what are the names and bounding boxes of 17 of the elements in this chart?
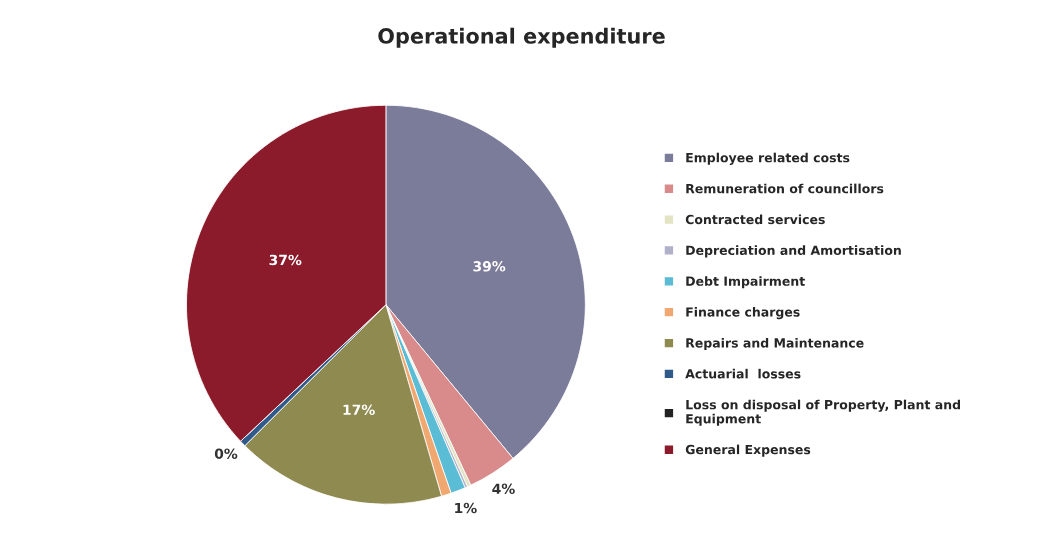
legend-label: Debt Impairment xyxy=(686,276,805,289)
legend-label: Employee related costs xyxy=(686,152,850,165)
data-label: 1% xyxy=(455,502,477,514)
legend-label: Contracted services xyxy=(685,214,825,225)
text: 0% xyxy=(214,448,238,459)
data-label: 17% xyxy=(343,404,375,415)
data-label: 37% xyxy=(269,254,302,266)
legend-label: Finance charges xyxy=(686,307,800,320)
data-label: 4% xyxy=(492,483,515,494)
legend-label: Loss on disposal of Property, Plant and Equipment xyxy=(686,399,960,426)
legend-label: Actuarial losses xyxy=(685,368,801,379)
legend-label: Remuneration of councillors xyxy=(686,183,884,194)
legend-label: Depreciation and Amortisation xyxy=(686,245,901,258)
data-label: 39% xyxy=(473,261,506,272)
legend-label: Repairs and Maintenance xyxy=(686,337,864,351)
legend-label: General Expenses xyxy=(685,444,811,457)
chart-title: Operational expenditure xyxy=(378,27,665,48)
